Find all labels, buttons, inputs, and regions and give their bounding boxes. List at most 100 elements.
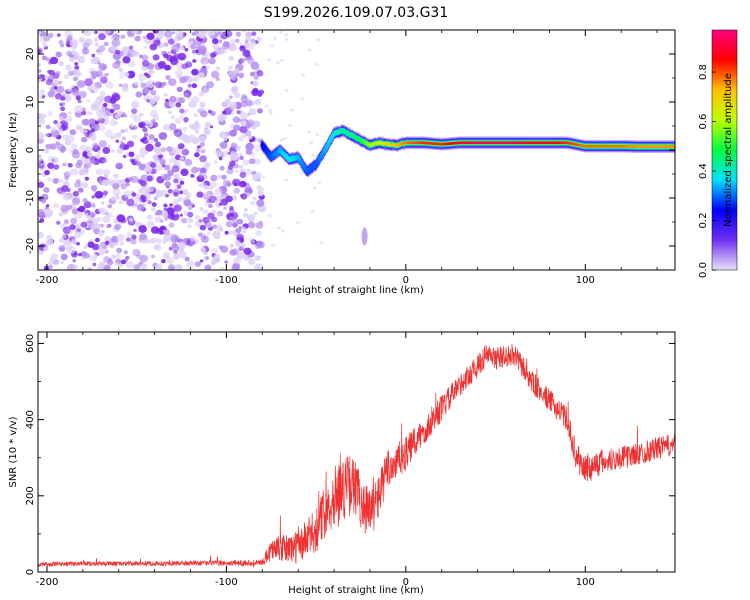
noise-blob: [130, 234, 137, 240]
noise-blob: [146, 32, 155, 40]
noise-blob: [40, 89, 45, 93]
noise-blob: [47, 69, 52, 74]
noise-blob: [138, 225, 147, 233]
noise-blob: [112, 183, 120, 190]
noise-blob: [104, 249, 109, 254]
noise-blob: [203, 60, 208, 65]
noise-blob: [165, 194, 169, 198]
noise-blob: [187, 211, 194, 218]
noise-blob: [245, 142, 255, 151]
noise-blob: [98, 140, 107, 148]
noise-blob: [111, 196, 116, 201]
noise-blob: [240, 120, 248, 127]
noise-blob: [133, 51, 140, 57]
ridge-cell: [301, 163, 305, 166]
noise-blob: [162, 240, 167, 245]
noise-blob: [182, 126, 188, 132]
spectrogram-noise-field: [38, 30, 324, 270]
noise-blob: [38, 131, 45, 140]
noise-blob: [125, 255, 130, 260]
ridge-cell: [298, 158, 302, 162]
noise-blob: [164, 217, 169, 221]
noise-blob: [224, 230, 229, 235]
noise-blob: [224, 260, 228, 264]
colorbar: 0.0 0.2 0.4 0.6 0.8 Normalized spectral ampl…: [698, 29, 738, 278]
noise-blob: [180, 168, 189, 177]
noise-blob: [142, 87, 150, 95]
noise-blob: [82, 30, 88, 35]
noise-blob: [236, 251, 245, 260]
noise-blob: [78, 91, 87, 99]
noise-blob: [116, 247, 123, 254]
noise-blob: [169, 123, 177, 130]
noise-blob: [248, 108, 257, 116]
noise-blob: [164, 165, 171, 171]
noise-blob: [203, 128, 211, 136]
y-tick-label: 10: [25, 96, 36, 109]
noise-blob: [38, 69, 42, 73]
noise-blob: [254, 145, 262, 152]
noise-blob: [128, 217, 134, 223]
noise-blob: [237, 136, 244, 142]
noise-blob: [204, 264, 212, 270]
noise-blob: [217, 31, 222, 36]
noise-blob: [75, 162, 82, 169]
noise-blob: [80, 156, 87, 163]
noise-blob: [229, 243, 234, 248]
noise-blob: [187, 206, 193, 211]
noise-blob: [120, 34, 126, 39]
noise-blob: [169, 95, 177, 103]
noise-blob: [245, 35, 252, 42]
noise-blob: [94, 190, 104, 199]
noise-blob: [120, 129, 125, 134]
colorbar-gradient: [712, 30, 737, 270]
colorbar-frame: [711, 29, 738, 271]
noise-blob: [151, 254, 155, 259]
noise-blob: [217, 39, 223, 44]
noise-blob: [99, 76, 108, 84]
noise-blob: [131, 108, 138, 114]
noise-blob: [102, 30, 112, 35]
noise-blob: [65, 246, 69, 251]
noise-blob: [120, 259, 127, 265]
noise-blob: [257, 108, 263, 114]
noise-blob: [219, 131, 228, 139]
noise-blob: [104, 95, 113, 103]
colorbar-tick-label: 0.4: [698, 163, 709, 179]
isolated-blob: [361, 227, 368, 246]
noise-blob: [72, 76, 79, 82]
noise-blob: [184, 47, 189, 52]
noise-blob: [257, 190, 264, 197]
noise-blob: [66, 204, 73, 211]
noise-blob: [60, 106, 66, 111]
noise-speck: [289, 108, 294, 112]
noise-blob: [120, 71, 124, 75]
noise-blob: [142, 35, 147, 39]
noise-blob: [219, 165, 225, 171]
noise-blob: [70, 85, 75, 89]
noise-blob: [116, 233, 125, 242]
noise-blob: [154, 216, 162, 223]
noise-blob: [119, 75, 124, 79]
noise-blob: [59, 120, 68, 128]
noise-blob: [168, 110, 172, 115]
noise-blob: [214, 160, 218, 164]
noise-blob: [74, 65, 80, 71]
noise-blob: [112, 33, 120, 41]
noise-blob: [226, 182, 232, 187]
snr-ylabel: SNR (10 * v/v): [8, 416, 19, 487]
noise-blob: [82, 198, 88, 203]
noise-blob: [87, 267, 92, 270]
noise-blob: [67, 171, 72, 175]
noise-blob: [188, 124, 195, 130]
noise-speck: [284, 88, 289, 92]
noise-blob: [212, 38, 219, 45]
noise-speck: [282, 137, 287, 141]
noise-blob: [191, 49, 197, 54]
noise-blob: [94, 120, 100, 125]
noise-blob: [128, 45, 134, 50]
noise-blob: [151, 119, 156, 123]
noise-blob: [149, 110, 158, 118]
noise-blob: [191, 137, 200, 145]
noise-blob: [251, 89, 259, 97]
